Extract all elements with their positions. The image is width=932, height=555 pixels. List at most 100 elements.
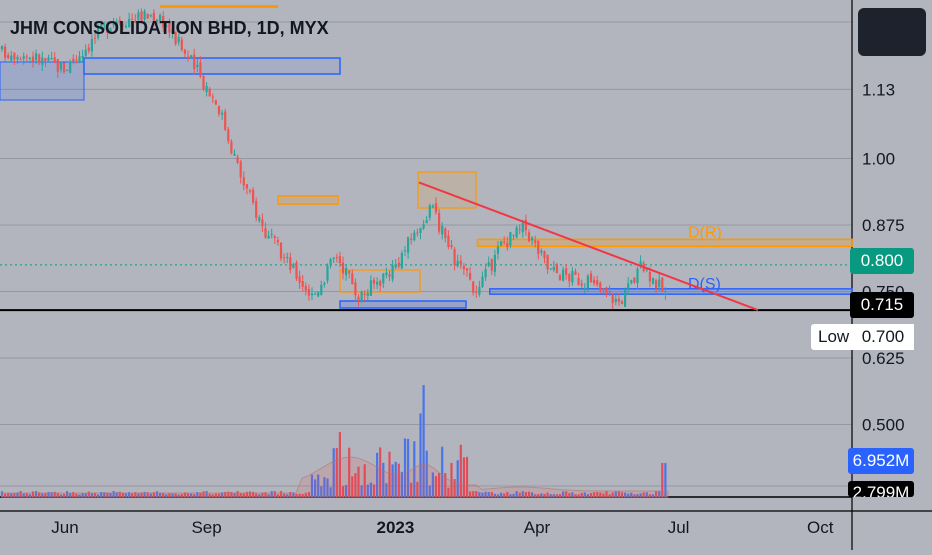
candle-body <box>596 280 599 285</box>
volume-bar <box>162 492 165 497</box>
volume-bar <box>586 494 589 497</box>
volume-bar <box>614 491 617 497</box>
candle-body <box>571 270 574 283</box>
candle-body <box>19 59 22 61</box>
time-tick-label: Sep <box>191 518 221 537</box>
volume-bar <box>323 477 326 497</box>
candle-body <box>100 24 103 28</box>
volume-bar <box>44 493 47 497</box>
candle-body <box>475 291 478 293</box>
volume-bar <box>450 462 453 497</box>
candle-body <box>320 284 323 295</box>
volume-bar <box>28 494 31 497</box>
candle-body <box>593 279 596 284</box>
candle-body <box>574 271 577 275</box>
volume-bar <box>382 462 385 497</box>
candle-body <box>589 273 593 283</box>
volume-bar <box>307 492 310 497</box>
reference-price-badge: 0.715 <box>850 292 914 318</box>
volume-bar <box>221 492 224 497</box>
volume-bar <box>236 491 239 497</box>
candle-body <box>540 250 543 253</box>
volume-bar <box>500 492 503 497</box>
low-value: 0.700 <box>852 324 914 350</box>
volume-bar <box>314 479 317 497</box>
volume-bar <box>7 492 10 497</box>
volume-bar <box>372 484 376 497</box>
volume-bar <box>35 491 38 497</box>
candle-body <box>152 12 155 22</box>
candle-body <box>599 282 602 291</box>
volume-bar <box>227 491 230 497</box>
volume-bar <box>627 493 630 497</box>
candle-body <box>369 280 372 296</box>
candle-body <box>239 161 242 178</box>
candle-body <box>509 231 512 246</box>
volume-bar <box>546 492 549 497</box>
volume-bar <box>267 494 270 497</box>
candle-body <box>425 220 428 224</box>
volume-bar <box>630 492 633 497</box>
volume-bar <box>90 493 93 497</box>
volume-bar <box>230 491 233 497</box>
candle-body <box>196 64 199 68</box>
candle-body <box>93 37 97 39</box>
candle-body <box>419 228 422 234</box>
volume-bar <box>397 463 400 497</box>
candle-body <box>4 46 7 58</box>
volume-bar <box>310 474 314 497</box>
candle-body <box>345 267 348 276</box>
volume-bar <box>93 492 97 497</box>
volume-bar <box>518 492 521 497</box>
volume-bar <box>124 493 128 497</box>
candle-body <box>453 249 456 265</box>
volume-bar <box>655 491 658 497</box>
volume-bar <box>134 492 137 497</box>
candle-body <box>208 88 211 97</box>
volume-bar <box>645 492 648 497</box>
volume-bar <box>642 492 645 497</box>
candle-body <box>583 287 586 289</box>
volume-bar <box>10 493 13 497</box>
candle-body <box>124 26 128 28</box>
volume-bar <box>69 493 72 497</box>
candle-body <box>47 57 50 61</box>
support-zone <box>489 288 853 295</box>
candle-body <box>617 298 620 302</box>
candle-body <box>388 274 391 277</box>
candle-body <box>75 59 78 61</box>
candle-body <box>586 275 589 289</box>
resistance-zone <box>476 238 853 248</box>
candle-body <box>376 282 379 285</box>
candle-body <box>149 15 152 17</box>
candle-body <box>444 228 447 239</box>
candle-body <box>462 265 465 269</box>
volume-bar <box>611 492 614 497</box>
candle-body <box>655 280 658 289</box>
candle-body <box>252 189 255 203</box>
candle-body <box>112 23 115 26</box>
candle-body <box>335 257 338 259</box>
volume-bar <box>258 494 261 497</box>
candle-body <box>25 56 28 58</box>
candle-body <box>177 37 180 43</box>
candle-body <box>648 272 651 282</box>
volume-bar <box>171 493 174 497</box>
volume-bar <box>410 482 413 497</box>
candle-body <box>221 112 224 115</box>
candle-body <box>128 18 131 28</box>
volume-bar <box>589 493 593 497</box>
candle-body <box>59 62 62 70</box>
volume-bar <box>577 494 580 497</box>
candle-body <box>496 246 500 254</box>
chart-settings-button[interactable] <box>858 8 926 56</box>
candle-body <box>531 237 534 241</box>
candle-body <box>366 292 369 296</box>
candle-body <box>81 56 84 58</box>
candle-body <box>456 260 459 267</box>
candle-body <box>159 14 162 21</box>
candle-body <box>217 105 221 115</box>
candle-body <box>447 235 450 247</box>
